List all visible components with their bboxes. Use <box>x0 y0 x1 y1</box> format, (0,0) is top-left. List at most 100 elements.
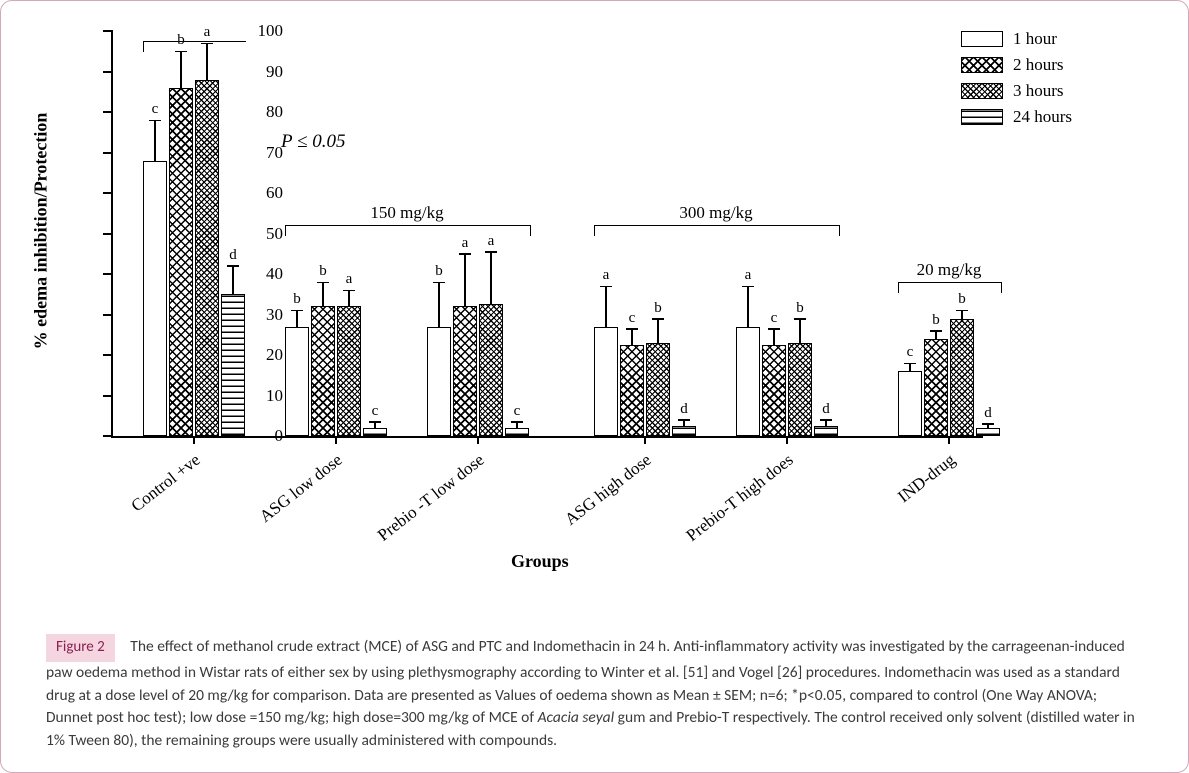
error-cap <box>600 286 612 288</box>
y-tick-label: 10 <box>243 386 283 406</box>
y-tick-label: 70 <box>243 143 283 163</box>
error-bar <box>657 319 659 343</box>
y-tick <box>103 71 113 73</box>
bar-ctrl-2h <box>169 88 193 436</box>
error-cap <box>227 265 239 267</box>
legend-label-24h: 24 hours <box>1013 107 1072 127</box>
error-bar <box>296 310 298 326</box>
y-axis-label: % edema inhibition/Protection <box>31 113 52 350</box>
error-bar <box>438 282 440 327</box>
category-label: Control +ve <box>128 450 205 516</box>
category-label: Prebio-T high does <box>683 450 798 546</box>
x-tick <box>193 436 195 444</box>
legend-item-2h: 2 hours <box>961 52 1161 78</box>
sig-letter: a <box>337 271 361 288</box>
x-tick <box>477 436 479 444</box>
error-bar <box>961 310 963 318</box>
error-cap <box>511 421 523 423</box>
sig-letter: d <box>814 401 838 418</box>
error-cap <box>317 282 329 284</box>
error-bar <box>799 319 801 343</box>
legend-item-1h: 1 hour <box>961 26 1161 52</box>
y-tick-label: 100 <box>243 21 283 41</box>
legend-swatch-2h <box>961 57 1003 73</box>
p-value-annotation: P ≤ 0.05 <box>281 131 345 153</box>
sig-letter: d <box>976 405 1000 422</box>
legend-label-3h: 3 hours <box>1013 81 1064 101</box>
y-tick-label: 90 <box>243 62 283 82</box>
category-label: IND-drug <box>894 450 959 507</box>
error-bar <box>605 286 607 327</box>
sig-letter: b <box>924 312 948 329</box>
bar-ind-24h <box>976 428 1000 436</box>
bar-ptcL-2h <box>453 306 477 436</box>
y-tick-label: 20 <box>243 345 283 365</box>
error-cap <box>626 328 638 330</box>
y-tick <box>103 30 113 32</box>
y-tick <box>103 192 113 194</box>
bracket-label: 20 mg/kg <box>898 260 1000 280</box>
figure-tag: Figure 2 <box>46 634 115 662</box>
chart-area: % edema inhibition/Protection cbadbbacba… <box>31 21 1161 581</box>
error-cap <box>794 318 806 320</box>
bracket <box>285 225 531 236</box>
x-tick <box>786 436 788 444</box>
error-cap <box>291 310 303 312</box>
error-cap <box>930 330 942 332</box>
error-cap <box>433 282 445 284</box>
error-bar <box>490 252 492 305</box>
bracket-label: 150 mg/kg <box>285 203 529 223</box>
y-tick <box>103 111 113 113</box>
bar-asgL-24h <box>363 428 387 436</box>
bracket <box>594 225 840 236</box>
bar-ctrl-24h <box>221 294 245 436</box>
error-cap <box>459 253 471 255</box>
legend-swatch-1h <box>961 31 1003 47</box>
error-bar <box>631 329 633 345</box>
error-bar <box>747 286 749 327</box>
error-cap <box>343 290 355 292</box>
error-cap <box>820 419 832 421</box>
sig-letter: b <box>646 300 670 317</box>
sig-letter: d <box>672 401 696 418</box>
error-cap <box>678 419 690 421</box>
error-cap <box>904 363 916 365</box>
sig-letter: c <box>762 310 786 327</box>
error-cap <box>652 318 664 320</box>
error-cap <box>956 310 968 312</box>
figure-frame: % edema inhibition/Protection cbadbbacba… <box>0 0 1189 773</box>
error-cap <box>742 286 754 288</box>
y-tick-label: 30 <box>243 305 283 325</box>
legend: 1 hour 2 hours 3 hours 24 hours <box>961 26 1161 130</box>
bar-asgL-2h <box>311 306 335 436</box>
bar-asgH-3h <box>646 343 670 436</box>
bar-ptcL-24h <box>505 428 529 436</box>
bar-ctrl-1h <box>143 161 167 436</box>
y-tick <box>103 273 113 275</box>
y-tick-label: 40 <box>243 264 283 284</box>
sig-letter: a <box>453 235 477 252</box>
error-bar <box>322 282 324 306</box>
bracket <box>143 41 246 52</box>
y-tick <box>103 152 113 154</box>
sig-letter: d <box>221 247 245 264</box>
y-tick <box>103 233 113 235</box>
y-tick-label: 60 <box>243 183 283 203</box>
bar-ptcL-1h <box>427 327 451 436</box>
bar-asgL-1h <box>285 327 309 436</box>
error-cap <box>768 328 780 330</box>
sig-letter: b <box>311 263 335 280</box>
category-label: ASG high dose <box>561 450 655 530</box>
plot-region: cbadbbacbaacacbdacbdcbbd150 mg/kg300 mg/… <box>111 31 983 438</box>
error-bar <box>348 290 350 306</box>
bar-ctrl-3h <box>195 80 219 436</box>
sig-letter: a <box>594 267 618 284</box>
error-cap <box>149 120 161 122</box>
bar-asgH-2h <box>620 345 644 436</box>
error-cap <box>369 421 381 423</box>
category-label: Prebio -T low dose <box>374 450 488 546</box>
sig-letter: a <box>736 267 760 284</box>
bar-ptcH-3h <box>788 343 812 436</box>
error-bar <box>773 329 775 345</box>
legend-label-2h: 2 hours <box>1013 55 1064 75</box>
